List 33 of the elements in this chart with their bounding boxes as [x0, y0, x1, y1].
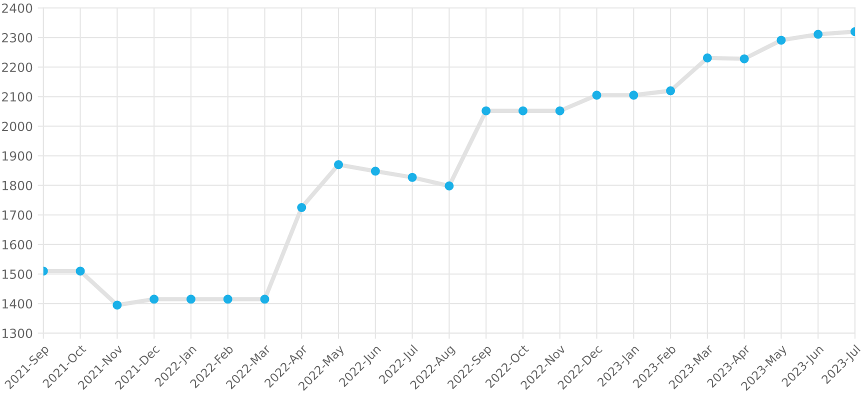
point — [76, 266, 85, 276]
y-tick-label: 1800 — [2, 180, 32, 190]
point — [408, 172, 417, 182]
y-tick-label: 1300 — [2, 328, 32, 338]
point — [555, 106, 564, 116]
point — [702, 53, 712, 62]
point — [740, 54, 749, 64]
point — [370, 166, 380, 176]
y-tick-label: 1700 — [2, 210, 32, 220]
point — [260, 294, 270, 304]
y-tick-label: 2300 — [2, 33, 32, 42]
y-tick-label: 1900 — [2, 151, 32, 161]
y-tick-label: 1600 — [2, 240, 32, 250]
y-tick-label: 2400 — [2, 3, 32, 13]
point — [776, 36, 786, 45]
point — [629, 90, 638, 100]
point — [150, 294, 159, 304]
point — [592, 90, 602, 100]
y-tick-label: 1500 — [2, 270, 32, 279]
point — [666, 86, 676, 96]
point — [186, 294, 196, 304]
y-tick-label: 2200 — [2, 62, 32, 72]
point — [482, 106, 491, 116]
y-tick-label: 2100 — [2, 92, 32, 102]
point — [444, 181, 454, 190]
point — [334, 160, 344, 170]
point — [112, 300, 122, 310]
point — [518, 106, 528, 116]
y-tick-label: 1400 — [2, 299, 32, 309]
point — [814, 30, 823, 39]
point — [223, 294, 232, 304]
y-tick-label: 2000 — [2, 122, 32, 132]
point — [297, 203, 306, 212]
